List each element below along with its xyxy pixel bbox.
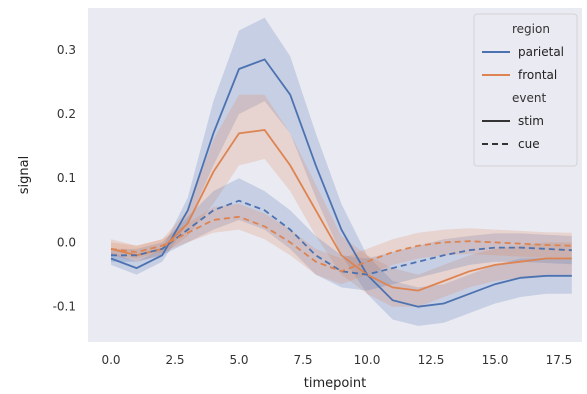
ci-band-parietal-cue (111, 178, 572, 291)
y-tick-label: -0.1 (53, 300, 76, 314)
series-line-frontal-cue (110, 215, 572, 273)
legend-entry-stim: stim (518, 114, 544, 128)
legend-entry-cue: cue (518, 137, 540, 151)
series-lines (110, 58, 572, 308)
x-tick-label: 0.0 (101, 353, 120, 367)
legend-entry-parietal: parietal (518, 45, 564, 59)
legend-entry-frontal: frontal (518, 68, 557, 82)
legend-title-region: region (512, 22, 550, 36)
y-tick-label: 0.1 (57, 171, 76, 185)
y-axis-label: signal (17, 156, 32, 194)
x-tick-label: 17.5 (546, 353, 573, 367)
x-axis-label: timepoint (304, 376, 367, 391)
y-tick-label: 0.2 (57, 107, 76, 121)
x-tick-label: 10.0 (354, 353, 381, 367)
x-tick-label: 12.5 (418, 353, 445, 367)
ci-band-frontal-cue (111, 203, 572, 285)
confidence-bands (111, 17, 572, 326)
legend: region event parietal frontal stim cue (473, 13, 578, 167)
x-tick-label: 2.5 (165, 353, 184, 367)
y-axis-ticks: -0.1 0.0 0.1 0.2 0.3 (53, 43, 76, 314)
legend-title-event: event (512, 91, 546, 105)
x-tick-label: 5.0 (229, 353, 248, 367)
series-line-frontal-stim (110, 129, 572, 292)
y-tick-label: 0.3 (57, 43, 76, 57)
series-line-parietal-stim (110, 58, 572, 308)
x-tick-label: 7.5 (293, 353, 312, 367)
x-axis-ticks: 0.0 2.5 5.0 7.5 10.0 12.5 15.0 17.5 (101, 353, 572, 367)
ci-band-frontal-stim (111, 94, 572, 307)
x-tick-label: 15.0 (482, 353, 509, 367)
ci-band-parietal-stim (111, 17, 572, 326)
y-tick-label: 0.0 (57, 235, 76, 249)
series-line-parietal-cue (111, 199, 572, 276)
